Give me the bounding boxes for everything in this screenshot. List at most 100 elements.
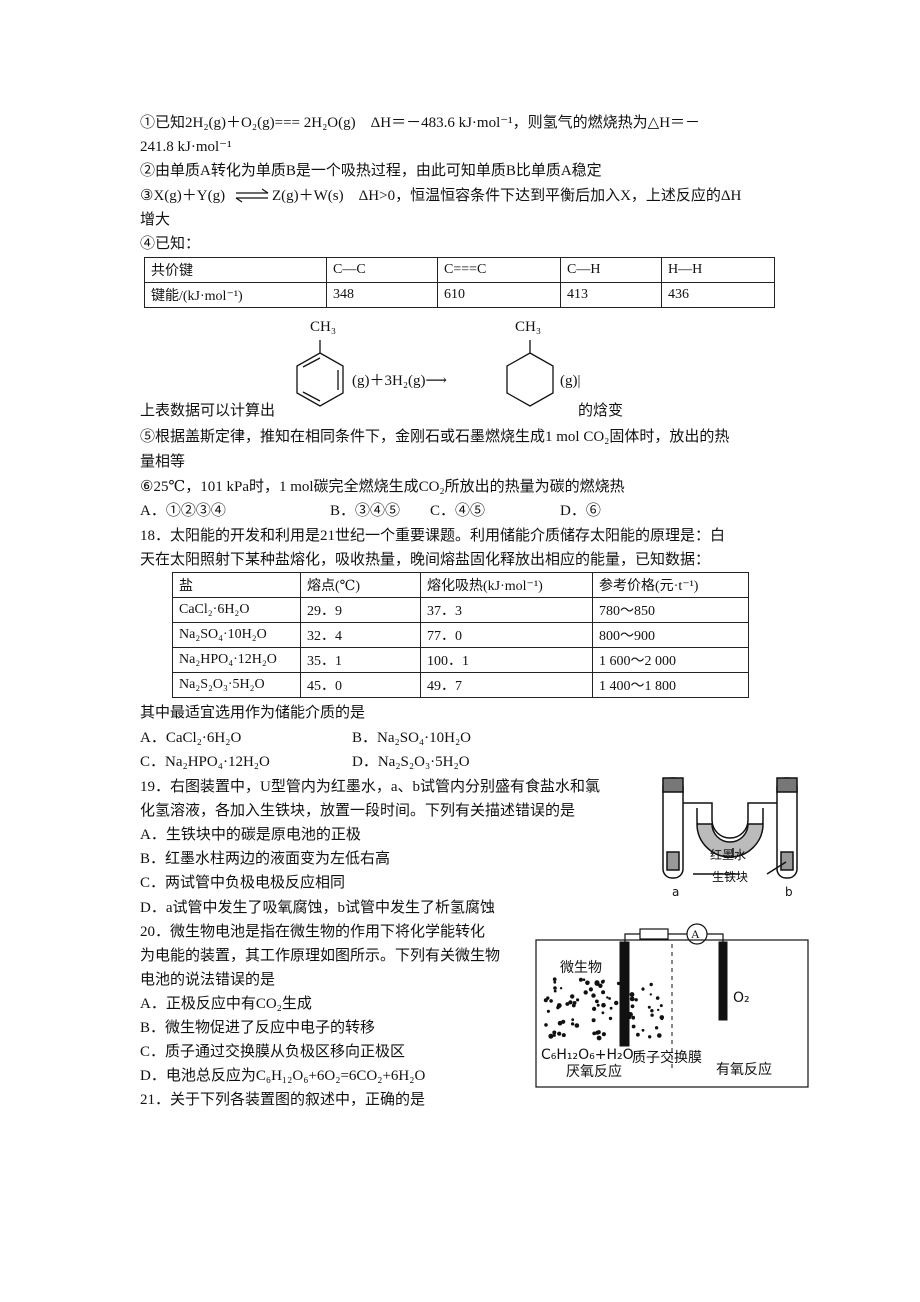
table-row: 盐熔点(℃) 熔化吸热(kJ·mol⁻¹) 参考价格(元·t⁻¹): [172, 572, 749, 598]
statement: ②由单质A转化为单质B是一个吸热过程，由此可知单质B比单质A稳定: [140, 163, 602, 179]
microbe-dot: [572, 1001, 577, 1005]
table-cell: 1 400～1 800: [592, 672, 749, 698]
microbe-dot: [574, 1023, 580, 1028]
microbe-dot: [620, 980, 625, 985]
microbe-dot: [630, 1004, 635, 1009]
microbe-dot: [556, 1005, 560, 1010]
microbe-dot: [606, 996, 609, 999]
statement: ①已知2H₂(g)＋O₂(g)=== 2H₂O(g) ΔH＝－483.6 kJ·…: [140, 115, 701, 131]
microbe-dot: [621, 1030, 625, 1034]
table-header-cell: C—H: [560, 257, 662, 283]
table-header-cell: 参考价格(元·t⁻¹): [592, 572, 749, 598]
microbe-dot: [591, 993, 596, 998]
statement: 上表数据可以计算出: [140, 403, 276, 419]
microbe-dot: [608, 1016, 613, 1021]
microbe-dot: [655, 996, 660, 1000]
option: C．两试管中负极电极反应相同: [140, 875, 346, 891]
question-stem: 天在太阳照射下某种盐熔化，吸收热量，晚间熔盐固化释放出相应的能量，已知数据：: [140, 552, 711, 568]
microbe-dot: [578, 977, 583, 982]
microbe-dot: [659, 1004, 663, 1008]
table-header-cell: 共价键: [144, 257, 327, 283]
microbe-dot: [641, 987, 645, 991]
microbe-dot: [594, 980, 600, 986]
microbe-dot: [636, 1032, 640, 1037]
microbe-dot: [631, 1015, 636, 1020]
microbe-dot: [648, 1035, 652, 1039]
microbe-dot: [601, 1002, 606, 1008]
table-cell: 800～900: [592, 622, 749, 648]
microbe-dot: [561, 1033, 566, 1038]
table-cell: 45．0: [300, 672, 421, 698]
microbe-dots: [543, 977, 665, 1041]
table-row: 共价键 C—C C===C C—H H—H: [144, 257, 775, 283]
option: B．Na₂SO₄·10H₂O: [352, 730, 472, 746]
option: A．CaCl₂·6H₂O: [140, 730, 242, 746]
microbe-dot: [585, 980, 590, 986]
option: A．正极反应中有CO₂生成: [140, 996, 312, 1012]
table-cell: 35．1: [300, 647, 421, 673]
microbe-dot: [622, 994, 626, 997]
table-cell: 49．7: [420, 672, 593, 698]
statement: ⑤根据盖斯定律，推知在相同条件下，金刚石或石墨燃烧生成1 mol CO₂固体时，…: [140, 429, 730, 445]
table-row: Na₂SO₄·10H₂O 32．4 77．0 800～900: [172, 622, 749, 648]
table-cell: 29．9: [300, 597, 421, 623]
question-stem: 其中最适宜选用作为储能介质的是: [140, 705, 366, 721]
microbe-dot: [552, 977, 557, 982]
microbe-dot: [601, 1011, 605, 1015]
table-row: CaCl₂·6H₂O 29．9 37．3 780～850: [172, 597, 749, 623]
reaction-text: (g)|: [560, 373, 581, 389]
microbe-dot: [641, 1028, 645, 1032]
microbe-dot: [559, 987, 563, 990]
microbe-dot: [553, 980, 557, 984]
microbe-dot: [553, 986, 557, 990]
question-stem: 化氢溶液，各加入生铁块，放置一段时间。下列有关描述错误的是: [140, 803, 576, 819]
figure-label: a: [672, 885, 680, 899]
statement: ③X(g)＋Y(g): [140, 188, 226, 204]
table-cell: 348: [326, 282, 438, 308]
table-cell: 610: [437, 282, 561, 308]
bond-energy-table: 共价键 C—C C===C C—H H—H 键能/(kJ·mol⁻¹) 348 610 413 4…: [144, 257, 775, 308]
microbe-dot: [570, 1001, 573, 1004]
table-row: Na₂HPO₄·12H₂O 35．1 100．1 1 600～2 000: [172, 647, 749, 673]
question-stem: 21．关于下列各装置图的叙述中，正确的是: [140, 1092, 426, 1108]
microbe-dot: [552, 1033, 556, 1037]
table-cell: Na₂S₂O₃·5H₂O: [172, 672, 301, 698]
benzene-ring: [296, 340, 344, 407]
microbe-dot: [592, 1006, 597, 1012]
microbe-dot: [627, 1012, 633, 1017]
option: A．①②③④: [140, 503, 226, 519]
microbe-dot: [609, 1006, 613, 1010]
microbe-dot: [608, 997, 611, 1000]
question-stem: 19．右图装置中，U型管内为红墨水，a、b试管内分别盛有食盐水和氯: [140, 779, 600, 795]
option: D．⑥: [560, 503, 601, 519]
table-header-cell: C===C: [437, 257, 561, 283]
microbe-dot: [657, 1008, 660, 1012]
option: C．④⑤: [430, 503, 486, 519]
microbe-dot: [553, 989, 557, 993]
microbe-dot: [596, 1003, 600, 1007]
microbe-dot: [647, 1005, 651, 1009]
table-header-cell: H—H: [661, 257, 775, 283]
microbe-dot: [596, 1035, 602, 1041]
table-cell: 413: [560, 282, 662, 308]
microbe-dot: [601, 1032, 607, 1037]
microbe-dot: [598, 983, 603, 988]
option: B．红墨水柱两边的液面变为左低右高: [140, 851, 391, 867]
figure-label: 红墨水: [710, 848, 747, 862]
table-cell: 32．4: [300, 622, 421, 648]
microbe-dot: [548, 1033, 554, 1039]
microbe-dot: [620, 984, 624, 988]
microbe-dot: [571, 1018, 575, 1022]
statement: 241.8 kJ·mol⁻¹: [140, 139, 232, 155]
statement: 量相等: [140, 454, 186, 470]
question-stem: 20．微生物电池是指在微生物的作用下将化学能转化: [140, 924, 486, 940]
question-stem: 为电能的装置，其工作原理如图所示。下列有关微生物: [140, 948, 501, 964]
figure-label: C₆H₁₂O₆+H₂O: [541, 1047, 634, 1063]
statement: 增大: [140, 212, 171, 228]
microbe-dot: [592, 1031, 597, 1036]
option: A．生铁块中的碳是原电池的正极: [140, 827, 361, 843]
microbe-dot: [631, 1024, 636, 1029]
microbe-dot: [576, 998, 580, 1002]
figure-label: O₂: [733, 990, 750, 1006]
